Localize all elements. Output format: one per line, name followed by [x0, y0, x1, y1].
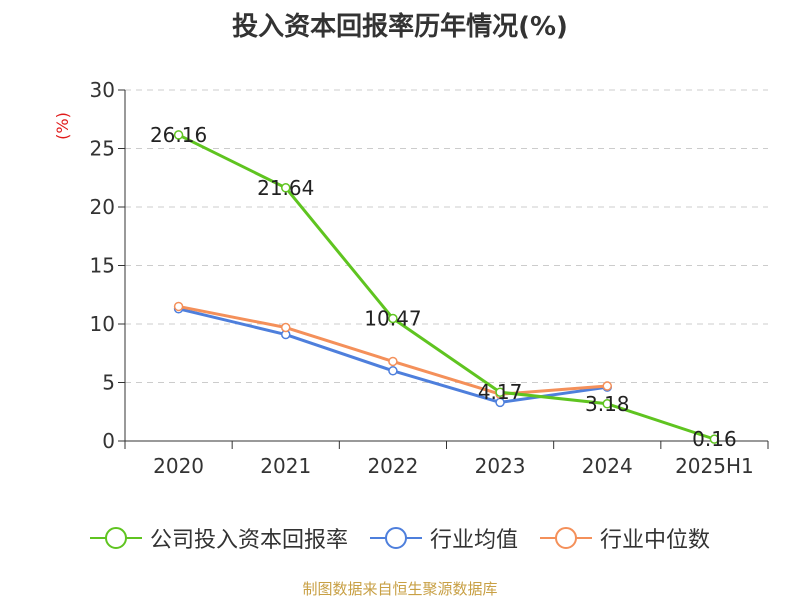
legend-marker-icon	[369, 527, 422, 549]
data-point	[388, 366, 398, 376]
data-point	[388, 313, 398, 324]
legend-marker-icon	[540, 527, 592, 549]
data-label: 4.17	[478, 380, 523, 404]
data-point	[388, 356, 398, 367]
y-axis-label: (%)	[53, 112, 72, 140]
legend-circle	[555, 527, 577, 549]
legend-item[interactable]: 行业中位数	[540, 522, 710, 554]
legend-circle	[104, 527, 127, 549]
data-point	[602, 381, 612, 391]
data-label: 0.16	[692, 427, 737, 451]
legend-item[interactable]: 行业均值	[369, 522, 518, 554]
data-point	[281, 183, 291, 193]
legend-item[interactable]: 公司投入资本回报率	[89, 522, 348, 554]
data-label: 10.47	[364, 307, 421, 331]
data-point	[173, 130, 184, 140]
x-tick-label: 2021	[260, 454, 311, 478]
y-tick-label: 20	[90, 195, 115, 219]
x-tick-label: 2023	[475, 454, 526, 478]
legend: 公司投入资本回报率 行业均值 行业中位数	[0, 520, 800, 556]
y-tick-label: 30	[90, 78, 115, 102]
x-tick-label: 2024	[582, 454, 633, 478]
legend-label: 行业中位数	[600, 528, 711, 553]
y-tick-label: 5	[102, 371, 115, 395]
chart-title: 投入资本回报率历年情况(%)	[232, 12, 568, 42]
y-tick-label: 25	[90, 137, 115, 161]
legend-marker-icon	[89, 527, 142, 549]
legend-circle	[384, 527, 407, 549]
data-point	[173, 301, 184, 312]
legend-label: 行业均值	[429, 528, 518, 553]
data-label: 3.18	[585, 392, 630, 416]
y-tick-label: 10	[90, 312, 115, 336]
y-tick-label: 0	[102, 429, 115, 453]
x-tick-label: 2022	[367, 454, 418, 478]
legend-label: 公司投入资本回报率	[149, 528, 348, 553]
series-line	[177, 133, 715, 441]
data-label: 26.16	[150, 123, 207, 147]
data-point	[281, 322, 291, 333]
source-note: 制图数据来自恒生聚源数据库	[302, 580, 498, 598]
x-tick-label: 2020	[153, 454, 204, 478]
data-point	[495, 387, 505, 397]
data-point	[602, 399, 612, 409]
y-tick-label: 15	[90, 254, 115, 278]
data-label: 21.64	[257, 176, 314, 200]
x-tick-label: 2025H1	[675, 454, 754, 478]
data-point	[709, 434, 720, 444]
